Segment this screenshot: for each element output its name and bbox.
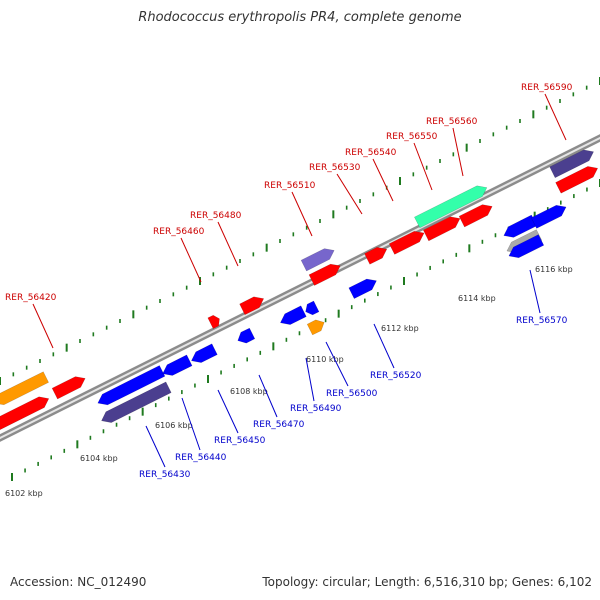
gene-arrow-other — [549, 149, 594, 179]
gene-leader-line-reverse — [373, 323, 395, 369]
gene-label-forward: RER_56540 — [345, 148, 397, 158]
gene-leader-line-reverse — [325, 341, 349, 387]
gene-label-forward: RER_56550 — [386, 132, 438, 142]
gene-label-forward: RER_56460 — [153, 227, 205, 237]
gene-label-forward: RER_56560 — [426, 117, 478, 127]
gene-arrow-reverse — [280, 305, 307, 325]
gene-arrow-forward — [207, 314, 220, 329]
gene-label-reverse: RER_56500 — [326, 389, 378, 399]
gene-arrow-forward — [239, 296, 265, 316]
gene-arrow-reverse — [97, 365, 166, 406]
gene-arrow-other — [101, 381, 172, 423]
gene-arrow-forward — [422, 216, 461, 242]
gene-leader-line-reverse — [181, 397, 201, 451]
gene-arrow-reverse — [237, 327, 256, 344]
map-title: Rhodococcus erythropolis PR4, complete g… — [138, 10, 462, 25]
scale-label: 6108 kbp — [230, 387, 268, 396]
genome-summary: Topology: circular; Length: 6,516,310 bp… — [262, 575, 592, 589]
gene-label-reverse: RER_56450 — [214, 436, 266, 446]
scale-label: 6102 kbp — [5, 489, 43, 498]
gene-label-reverse: RER_56470 — [253, 420, 305, 430]
gene-arrow-forward — [51, 376, 86, 400]
gene-label-forward: RER_56530 — [309, 163, 361, 173]
gene-arrow-reverse — [348, 278, 377, 299]
gene-label-reverse: RER_56520 — [370, 371, 422, 381]
gene-arrow-reverse — [530, 204, 567, 229]
gene-leader-line-forward — [544, 93, 567, 141]
gene-arrow-orange — [0, 371, 49, 406]
gene-arrow-reverse — [191, 343, 218, 363]
gene-arrow-reverse — [162, 354, 193, 376]
gene-label-forward: RER_56590 — [521, 83, 573, 93]
gene-label-forward: RER_56510 — [264, 181, 316, 191]
gene-label-reverse: RER_56430 — [139, 470, 191, 480]
scale-label: 6106 kbp — [155, 421, 193, 430]
accession-text: Accession: NC_012490 — [10, 575, 147, 589]
scale-label: 6104 kbp — [80, 454, 118, 463]
gene-arrow-forward — [555, 166, 599, 194]
gene-arrow-reverse — [305, 300, 320, 316]
gene-label-forward: RER_56480 — [190, 211, 242, 221]
gene-label-reverse: RER_56570 — [516, 316, 568, 326]
gene-leader-line-forward — [32, 303, 54, 349]
gene-arrow-reverse — [508, 234, 545, 259]
gene-leader-line-forward — [336, 173, 363, 215]
scale-label: 6116 kbp — [535, 265, 573, 274]
scale-label: 6112 kbp — [381, 324, 419, 333]
gene-arrow-green — [414, 185, 488, 229]
scale-label: 6114 kbp — [458, 294, 496, 303]
gene-arrow-forward — [308, 263, 341, 286]
gene-leader-line-forward — [413, 142, 433, 191]
gene-leader-line-reverse — [258, 374, 278, 418]
gene-arrow-forward — [388, 230, 425, 255]
gene-arrow-forward — [458, 204, 493, 228]
gene-leader-line-forward — [180, 237, 202, 283]
gene-label-reverse: RER_56490 — [290, 404, 342, 414]
gene-leader-line-reverse — [217, 389, 239, 434]
gene-leader-line-forward — [217, 221, 239, 267]
gene-label-reverse: RER_56440 — [175, 453, 227, 463]
gene-leader-line-forward — [452, 127, 464, 177]
gene-leader-line-forward — [291, 191, 313, 237]
gene-label-forward: RER_56420 — [5, 293, 57, 303]
genome-backbone-highlight — [0, 136, 600, 440]
gene-arrow-orange — [306, 319, 325, 336]
gene-arrow-forward — [0, 396, 50, 430]
gene-leader-line-forward — [372, 158, 394, 202]
gene-leader-line-reverse — [305, 357, 315, 402]
gene-leader-line-reverse — [529, 269, 541, 314]
gene-arrow-lavender — [300, 248, 335, 272]
scale-label: 6110 kbp — [306, 355, 344, 364]
gene-leader-line-reverse — [145, 425, 166, 468]
gene-arrow-forward — [364, 247, 388, 265]
